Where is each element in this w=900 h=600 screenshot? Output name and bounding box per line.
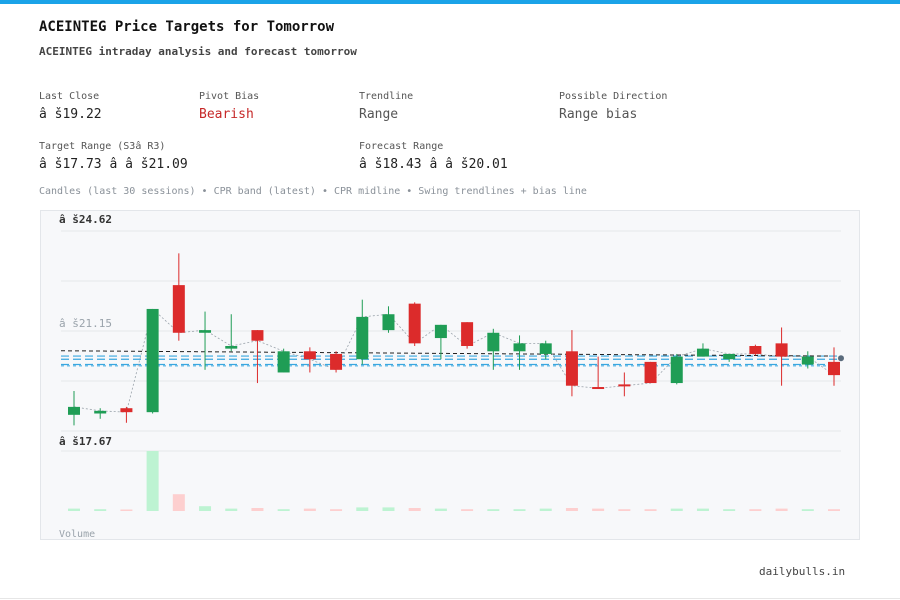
stat-pivot-bias: Pivot Bias Bearish <box>199 90 259 125</box>
volume-bar <box>513 509 526 511</box>
volume-bar <box>172 494 185 511</box>
volume-bar <box>382 507 395 511</box>
trendline <box>60 350 832 357</box>
candle-body <box>68 406 80 415</box>
price-chart: â š24.62 â š21.15 â š17.67 Volume <box>40 210 860 540</box>
candle-body <box>434 324 447 339</box>
stat-label: Trendline <box>359 91 414 102</box>
volume-bar <box>303 508 316 511</box>
volume-bar <box>251 508 264 511</box>
candle-body <box>749 346 762 354</box>
volume-bar <box>434 508 447 511</box>
volume-bar <box>644 509 657 511</box>
volume-bar <box>749 509 762 511</box>
candle-body <box>172 285 185 333</box>
volume-label: Volume <box>59 529 95 540</box>
candle-body <box>670 356 683 384</box>
candle-body <box>592 387 605 390</box>
candle-body <box>618 384 631 387</box>
stat-last-close: Last Close â š19.22 <box>39 90 102 125</box>
volume-bar <box>225 508 238 511</box>
page-title: ACEINTEG Price Targets for Tomorrow <box>39 19 335 35</box>
volume-bar <box>670 508 683 511</box>
stat-value: Range bias <box>559 107 638 122</box>
candle-body <box>801 356 814 365</box>
candle-body <box>775 343 788 357</box>
top-accent-bar <box>0 0 900 4</box>
page-subtitle: ACEINTEG intraday analysis and forecast … <box>39 45 357 58</box>
chart-caption: Candles (last 30 sessions) • CPR band (l… <box>39 186 587 197</box>
candle-body <box>723 353 736 360</box>
close-path-line <box>73 308 835 413</box>
stat-value: Bearish <box>199 107 254 122</box>
stat-forecast-range: Forecast Range â š18.43 â â š20.01 <box>359 140 508 175</box>
candle-body <box>565 351 578 386</box>
volume-bar <box>592 508 605 511</box>
stat-value: Range <box>359 107 399 122</box>
candle-body <box>225 346 238 349</box>
candle-body <box>330 353 343 370</box>
candle-body <box>251 330 264 341</box>
volume-bar <box>565 508 578 511</box>
candle-body <box>382 314 395 331</box>
volume-bar <box>723 509 736 511</box>
candle-body <box>94 410 107 414</box>
volume-bar <box>94 509 107 511</box>
candle-body <box>696 348 709 357</box>
site-credit: dailybulls.in <box>759 565 846 578</box>
bottom-divider <box>0 598 900 599</box>
candle-body <box>828 361 840 376</box>
volume-bar <box>828 509 840 511</box>
stat-label: Forecast Range <box>359 141 444 152</box>
volume-bar <box>775 508 788 511</box>
volume-bar <box>330 509 343 511</box>
stat-possible-direction: Possible Direction Range bias <box>559 90 667 125</box>
volume-bar <box>487 509 500 511</box>
candle-body <box>199 330 212 333</box>
volume-bar <box>801 509 814 511</box>
volume-bar <box>408 508 421 511</box>
y-tick-label: â š21.15 <box>59 317 112 330</box>
candle-body <box>277 351 290 373</box>
volume-bar <box>461 509 474 511</box>
candle-body <box>539 343 552 354</box>
stat-label: Last Close <box>39 91 100 102</box>
stat-value: â š17.73 â â š21.09 <box>39 157 188 172</box>
volume-bar <box>277 509 290 511</box>
volume-bar <box>68 508 80 511</box>
chart-canvas: â š24.62 â š21.15 â š17.67 Volume <box>59 213 844 540</box>
candle-body <box>303 351 316 360</box>
stat-value: â š18.43 â â š20.01 <box>359 157 508 172</box>
candle-body <box>120 408 133 413</box>
volume-bar <box>539 508 552 511</box>
volume-bar <box>146 451 159 511</box>
bias-endpoint-marker <box>838 355 844 362</box>
candle-body <box>487 332 500 352</box>
y-tick-label: â š24.62 <box>59 213 112 226</box>
candle-body <box>356 316 369 360</box>
stat-target-range: Target Range (S3â R3) â š17.73 â â š21.0… <box>39 140 188 175</box>
stat-value: â š19.22 <box>39 107 102 122</box>
volume-bar <box>618 509 631 511</box>
volume-bar <box>356 507 369 511</box>
candle-body <box>461 322 474 346</box>
volume-bar <box>696 508 709 511</box>
volume-bar <box>120 509 133 511</box>
candle-body <box>146 308 159 413</box>
candle-body <box>408 303 421 344</box>
candle-body <box>644 361 657 384</box>
stat-label: Possible Direction <box>559 91 668 102</box>
volume-bar <box>199 506 212 511</box>
stat-label: Pivot Bias <box>199 91 260 102</box>
y-tick-label: â š17.67 <box>59 435 112 448</box>
candle-body <box>513 343 526 352</box>
stat-label: Target Range (S3â R3) <box>39 141 166 152</box>
stat-trendline: Trendline Range <box>359 90 413 125</box>
